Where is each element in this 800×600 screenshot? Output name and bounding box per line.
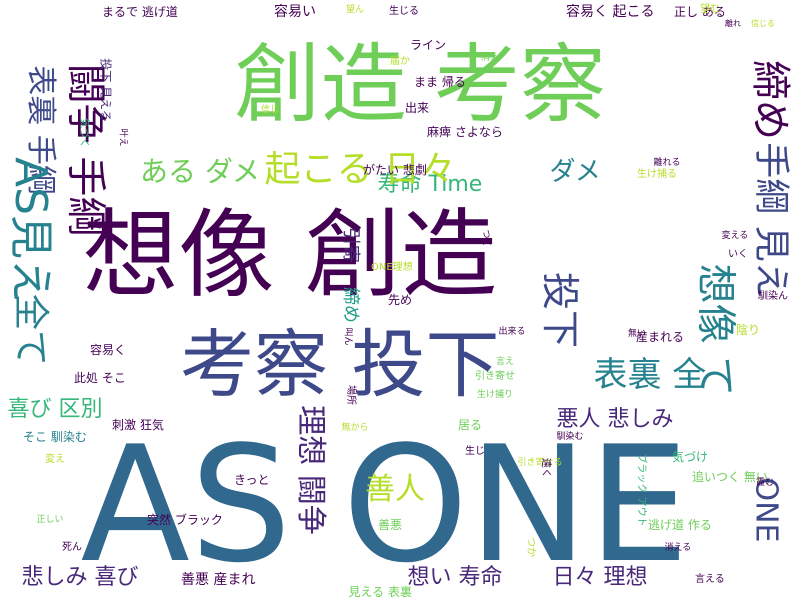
cloud-word: 生じ — [465, 446, 485, 457]
cloud-word: 変える — [721, 230, 749, 241]
cloud-word: がたい 悲劇 — [363, 163, 427, 177]
cloud-word: 信じる — [751, 19, 775, 28]
cloud-word: 場所 — [345, 385, 356, 405]
cloud-word: 表裏 全 — [593, 355, 707, 395]
cloud-word: 想像 創造 — [82, 199, 498, 311]
cloud-word: 喜び 区別 — [7, 397, 103, 422]
cloud-word: いく — [728, 249, 748, 260]
cloud-word: 死ん — [62, 542, 82, 553]
cloud-word: 無い — [628, 328, 647, 339]
cloud-word: 寿命 Time — [377, 172, 483, 197]
cloud-word: 生じる — [389, 6, 419, 17]
cloud-word: 起こる 日々 — [264, 149, 456, 190]
cloud-word: 叶え — [117, 127, 128, 147]
cloud-word: 悪人 悲しみ — [556, 407, 674, 432]
cloud-word: 届か — [390, 56, 410, 67]
cloud-word: 叫ん — [342, 326, 353, 346]
cloud-word: 善人 — [365, 472, 425, 507]
cloud-word: きっと — [234, 473, 270, 487]
cloud-word: 投下 見える — [98, 58, 113, 122]
cloud-word: 投下 — [538, 271, 583, 349]
cloud-word: 先め — [388, 293, 413, 307]
cloud-word: 突然 ブラック — [147, 513, 223, 527]
cloud-word: 善悪 産まれ — [181, 572, 256, 588]
cloud-word: 悲しみ 喜び — [21, 565, 139, 590]
cloud-word: 引き寄せ — [475, 371, 515, 382]
cloud-word: ある ダメ — [140, 155, 261, 188]
cloud-word: 霞む — [756, 477, 775, 488]
cloud-word: 消える — [664, 542, 692, 553]
cloud-word: 離れる — [653, 157, 681, 168]
cloud-word: 容易い — [274, 4, 316, 20]
cloud-word: ライン — [410, 38, 447, 52]
cloud-word: 容易く — [90, 343, 127, 357]
cloud-word: 想い 寿命 — [407, 565, 503, 590]
cloud-word: 考察 投下 — [180, 322, 500, 408]
cloud-word: つく — [480, 228, 491, 248]
cloud-word: 離れ — [725, 19, 741, 28]
cloud-word: 生け捕り — [477, 389, 514, 400]
cloud-word: 手綱 見え — [750, 142, 792, 298]
cloud-word: 善悪 — [378, 518, 403, 532]
cloud-word: 消え — [481, 52, 500, 63]
cloud-word: 無から — [341, 422, 369, 433]
cloud-word: 創造 考察 — [234, 35, 606, 135]
cloud-word: AS見え — [5, 156, 57, 304]
cloud-word: 理想 闘争 — [292, 405, 328, 535]
cloud-word: 馴染む — [556, 431, 584, 442]
cloud-word: 正しい — [36, 514, 64, 525]
cloud-word: 居る — [458, 418, 483, 432]
cloud-word: 締め — [340, 287, 361, 323]
cloud-word: 出来 — [405, 101, 430, 115]
cloud-word: 言え — [496, 356, 515, 367]
cloud-word: 追いつく 無い — [692, 470, 768, 484]
cloud-word: 全て — [10, 293, 52, 367]
cloud-word: 産まれる — [636, 330, 685, 344]
cloud-word: 容易く 起こる — [566, 4, 655, 20]
cloud-word: 生け捕る — [637, 169, 677, 180]
cloud-word: そこ 馴染む — [23, 430, 87, 444]
cloud-word: 見える 表裏 — [348, 585, 412, 599]
cloud-word: ダメ — [549, 157, 601, 187]
cloud-word: 麻痺 さよなら — [427, 125, 503, 139]
cloud-word: ONE理想 — [371, 262, 413, 273]
cloud-word: 刺激 狂気 — [112, 418, 164, 432]
cloud-word: 逃げ道 作る — [648, 518, 712, 532]
cloud-word: 陰り — [736, 323, 761, 337]
cloud-word: 望ん — [346, 4, 365, 15]
cloud-word: 日々 理想 — [552, 565, 648, 590]
cloud-word: つか — [525, 537, 536, 557]
cloud-word: 信じ — [261, 104, 280, 115]
cloud-word: 締め — [747, 60, 793, 140]
cloud-word: まるで 逃げ道 — [102, 5, 178, 19]
cloud-word: 気づく — [78, 118, 89, 148]
cloud-word: 変え — [45, 454, 65, 465]
cloud-word: 望む — [700, 4, 720, 15]
cloud-word: AS ONE — [80, 411, 690, 598]
cloud-word: 引寄 — [340, 227, 361, 263]
cloud-word: 正し ある — [674, 5, 726, 19]
cloud-word: 引き寄せる — [517, 457, 563, 468]
cloud-word: 馴染ん — [758, 291, 788, 302]
cloud-word: 出来る — [498, 326, 526, 337]
cloud-word: 遠く — [540, 458, 551, 478]
cloud-word: まま 帰る — [414, 75, 466, 89]
cloud-word: 此処 そこ — [74, 371, 126, 385]
cloud-word: ブラック アウト — [635, 453, 647, 527]
cloud-word: 気づけ — [672, 450, 709, 464]
cloud-word: 言える — [695, 574, 725, 585]
